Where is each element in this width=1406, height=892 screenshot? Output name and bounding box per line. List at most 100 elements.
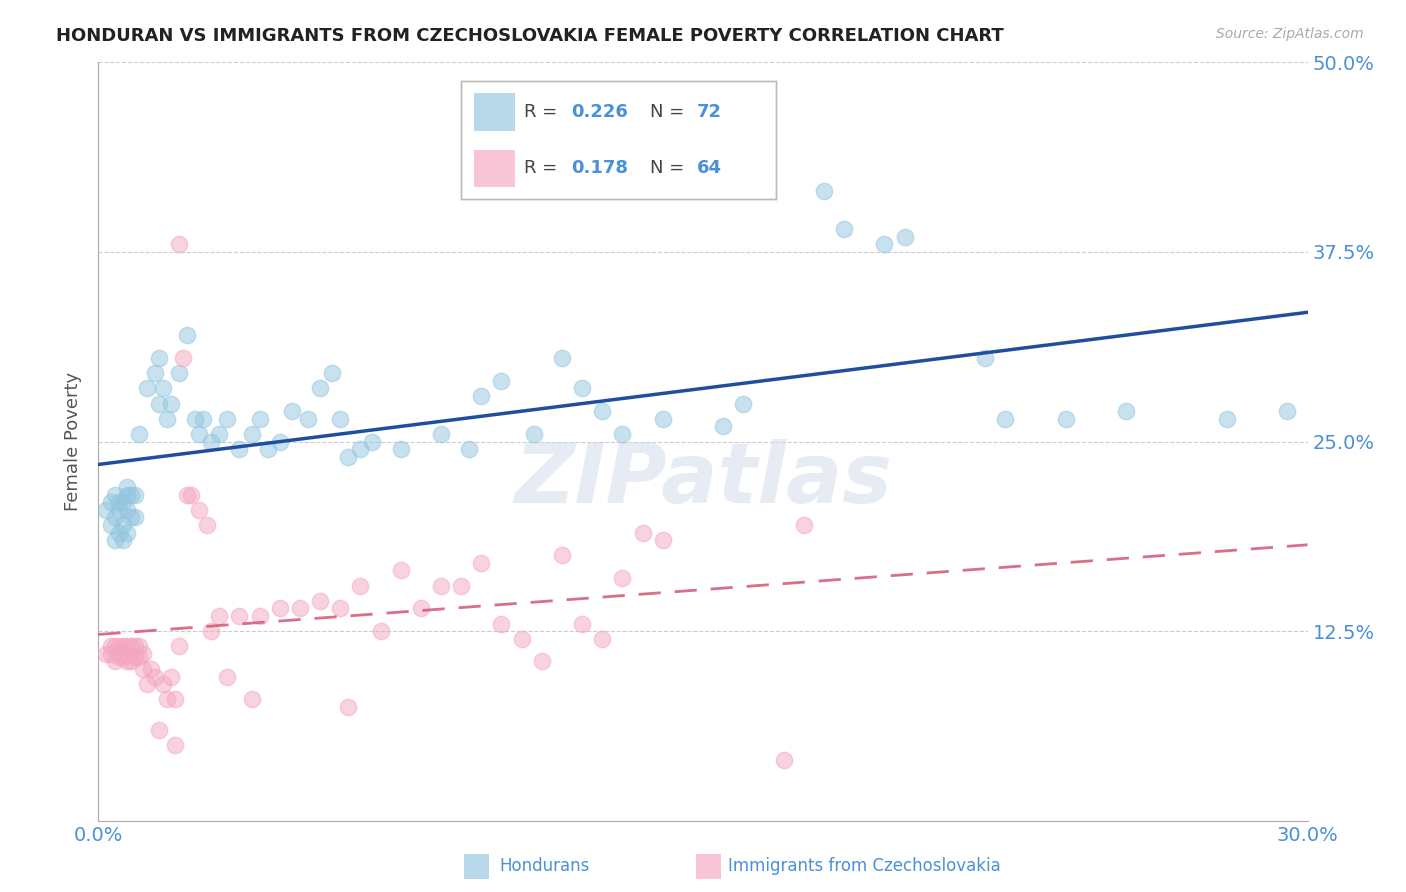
Point: [132, 647, 155, 661]
Point: [124, 639, 146, 653]
Point: [288, 601, 311, 615]
Point: [128, 639, 150, 653]
Point: [249, 608, 271, 623]
Point: [143, 366, 166, 380]
Point: [188, 427, 211, 442]
Point: [180, 487, 202, 501]
Point: [491, 374, 513, 388]
Point: [148, 723, 170, 737]
Point: [240, 692, 263, 706]
Point: [1277, 404, 1299, 418]
Point: [167, 237, 190, 252]
Point: [361, 434, 384, 449]
Point: [193, 412, 215, 426]
Point: [249, 412, 271, 426]
Point: [269, 601, 291, 615]
Point: [631, 525, 654, 540]
Point: [530, 655, 553, 669]
Point: [651, 533, 673, 548]
Point: [103, 639, 125, 653]
Point: [281, 404, 304, 418]
Point: [135, 382, 157, 396]
Point: [349, 442, 371, 457]
Point: [124, 487, 146, 501]
Point: [107, 639, 129, 653]
Text: Immigrants from Czechoslovakia: Immigrants from Czechoslovakia: [728, 857, 1001, 875]
Point: [832, 222, 855, 236]
Point: [96, 503, 118, 517]
Point: [111, 533, 134, 548]
Point: [139, 662, 162, 676]
Point: [470, 389, 492, 403]
Point: [551, 548, 574, 563]
Point: [217, 669, 239, 683]
Point: [100, 647, 122, 661]
Point: [107, 649, 129, 664]
Text: Hondurans: Hondurans: [499, 857, 589, 875]
Point: [208, 427, 231, 442]
Point: [217, 412, 239, 426]
Point: [148, 351, 170, 366]
Point: [152, 677, 174, 691]
Point: [510, 632, 533, 646]
Point: [733, 396, 755, 410]
Point: [571, 616, 593, 631]
Point: [571, 382, 593, 396]
Point: [103, 487, 125, 501]
Point: [107, 525, 129, 540]
Point: [167, 639, 190, 653]
Point: [873, 237, 896, 252]
Y-axis label: Female Poverty: Female Poverty: [65, 372, 83, 511]
Text: HONDURAN VS IMMIGRANTS FROM CZECHOSLOVAKIA FEMALE POVERTY CORRELATION CHART: HONDURAN VS IMMIGRANTS FROM CZECHOSLOVAK…: [56, 27, 1004, 45]
Point: [551, 351, 574, 366]
Point: [450, 579, 472, 593]
Point: [103, 655, 125, 669]
Point: [591, 404, 613, 418]
Point: [389, 442, 412, 457]
Point: [470, 556, 492, 570]
Point: [195, 517, 218, 532]
Point: [100, 495, 122, 509]
Point: [269, 434, 291, 449]
Point: [176, 487, 198, 501]
Point: [107, 495, 129, 509]
Point: [329, 412, 352, 426]
Point: [128, 427, 150, 442]
Point: [120, 639, 142, 653]
Point: [349, 579, 371, 593]
Point: [115, 639, 138, 653]
Point: [124, 510, 146, 524]
Point: [103, 510, 125, 524]
Point: [115, 525, 138, 540]
Point: [309, 594, 332, 608]
Point: [188, 503, 211, 517]
Point: [389, 564, 412, 578]
Point: [772, 753, 794, 767]
Point: [309, 382, 332, 396]
Point: [148, 396, 170, 410]
Point: [128, 649, 150, 664]
Text: ZIPatlas: ZIPatlas: [515, 439, 891, 520]
Point: [124, 649, 146, 664]
Point: [103, 533, 125, 548]
Point: [135, 677, 157, 691]
Point: [163, 738, 186, 752]
Point: [100, 517, 122, 532]
Point: [409, 601, 432, 615]
Point: [132, 662, 155, 676]
Point: [651, 412, 673, 426]
Point: [160, 669, 183, 683]
Point: [115, 655, 138, 669]
Text: Source: ZipAtlas.com: Source: ZipAtlas.com: [1216, 27, 1364, 41]
Point: [1115, 404, 1137, 418]
Point: [591, 632, 613, 646]
Point: [167, 366, 190, 380]
Point: [100, 639, 122, 653]
Point: [111, 517, 134, 532]
Point: [156, 692, 179, 706]
Point: [1054, 412, 1077, 426]
Point: [430, 427, 453, 442]
Point: [430, 579, 453, 593]
Point: [994, 412, 1017, 426]
Point: [111, 495, 134, 509]
